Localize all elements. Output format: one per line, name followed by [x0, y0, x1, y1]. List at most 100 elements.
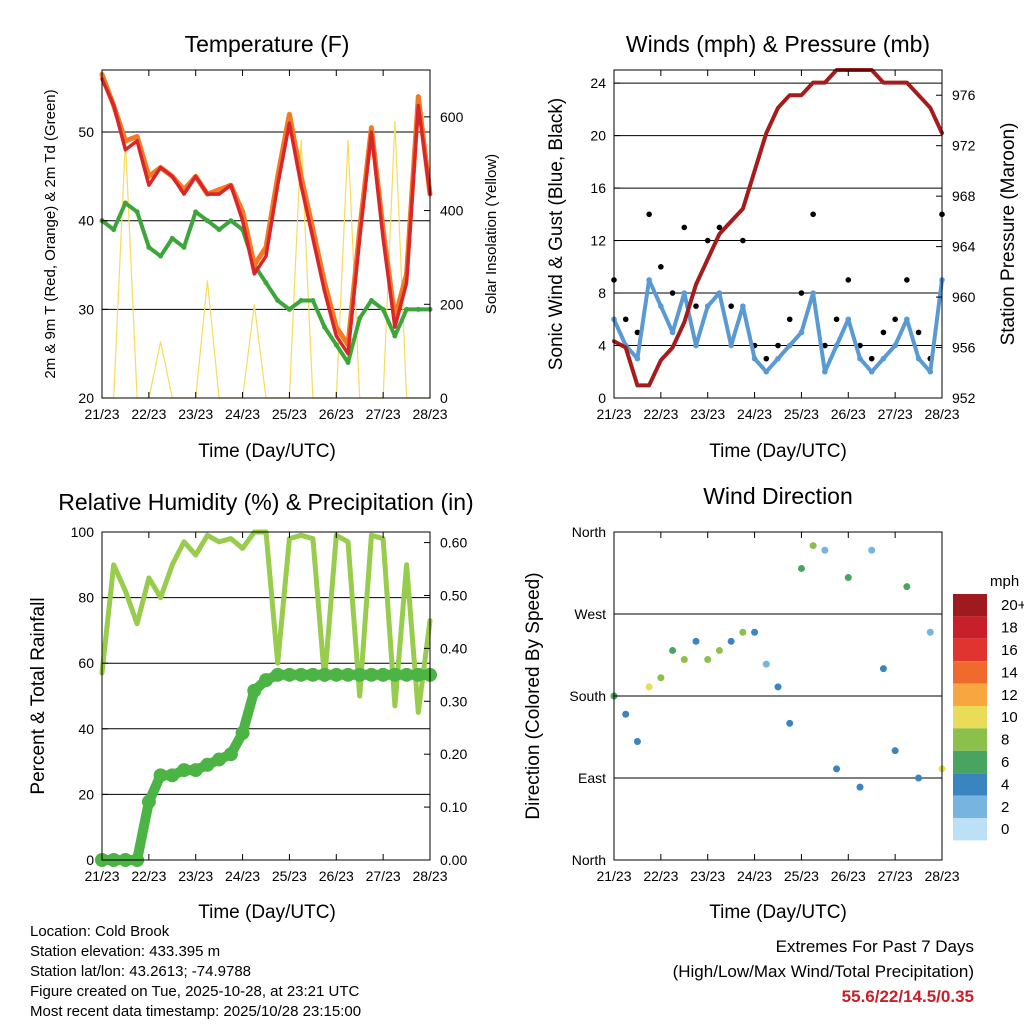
- direction-point: [821, 546, 829, 554]
- precipitation-point: [387, 667, 402, 682]
- direction-point: [833, 765, 841, 773]
- x-tick-label: 24/23: [225, 406, 260, 422]
- direction-point: [622, 710, 630, 718]
- direction-x-ticks: 21/23 22/23 23/23 24/23 25/23 26/23 27/23 28/23: [596, 532, 960, 884]
- legend-swatch: [953, 683, 987, 706]
- info-latlon: Station lat/lon: 43.2613; -74.9788: [30, 963, 252, 980]
- station-pressure-line: [612, 68, 944, 388]
- direction-point: [915, 774, 923, 782]
- sonic-wind-point: [646, 277, 652, 283]
- winds-right-ticks: 952 956 960 964 968 972 976: [936, 87, 976, 406]
- dewpoint-point: [286, 306, 292, 312]
- dewpoint-point: [357, 315, 363, 321]
- sonic-wind-point: [880, 355, 887, 362]
- y-tick-label: 100: [71, 524, 95, 540]
- y-tick-label: West: [574, 606, 606, 622]
- x-tick-label: 23/23: [178, 406, 213, 422]
- x-tick-label: 21/23: [84, 868, 119, 884]
- direction-point: [786, 719, 794, 727]
- y2-tick-label: 976: [952, 87, 976, 103]
- gust-point: [833, 316, 840, 323]
- y2-tick-label: 952: [952, 390, 976, 406]
- x-tick-label: 27/23: [878, 406, 913, 422]
- temperature-x-ticks: 21/23 22/23 23/23 24/23 25/23 26/23 27/23 28/23: [84, 70, 448, 422]
- legend-label: 12: [1001, 687, 1018, 704]
- sonic-wind-point: [716, 290, 723, 296]
- y2-tick-label: 400: [440, 203, 464, 219]
- precipitation-point: [399, 667, 414, 682]
- sonic-wind-point: [740, 303, 746, 309]
- humidity-right-ticks: 0.00 0.10 0.20 0.30 0.40 0.50 0.60: [424, 535, 467, 868]
- legend-swatch: [953, 818, 987, 841]
- x-tick-label: 22/23: [643, 868, 678, 884]
- y-tick-label: 8: [598, 285, 606, 301]
- gust-point: [915, 329, 922, 336]
- dewpoint-point: [322, 324, 328, 330]
- humidity-plot-frame: [101, 531, 431, 861]
- sonic-wind-point: [915, 355, 922, 362]
- gust-point: [658, 264, 664, 270]
- direction-left-ticks: North East South West North: [569, 524, 620, 868]
- x-tick-label: 22/23: [131, 406, 166, 422]
- precipitation-point: [352, 667, 367, 682]
- x-tick-label: 22/23: [643, 406, 678, 422]
- direction-point: [680, 656, 688, 664]
- direction-point: [727, 637, 735, 645]
- gust-point: [810, 211, 816, 218]
- precipitation-point: [305, 667, 320, 682]
- precipitation-point: [259, 673, 273, 688]
- direction-xlabel: Time (Day/UTC): [709, 902, 847, 923]
- legend-label: 18: [1001, 620, 1018, 637]
- sonic-wind-point: [892, 342, 898, 349]
- gust-point: [892, 316, 898, 323]
- temperature-xlabel: Time (Day/UTC): [198, 441, 336, 462]
- speed-legend: mph 20+ 18 16 14 12 10 8 6 4 2 0: [953, 573, 1024, 841]
- direction-point: [879, 665, 887, 673]
- y2-tick-label: 0: [440, 390, 448, 406]
- direction-point: [926, 628, 934, 636]
- gust-point: [880, 329, 887, 336]
- dewpoint-point: [158, 253, 164, 259]
- y2-tick-label: 0.20: [440, 746, 467, 762]
- humidity-ylabel-left: Percent & Total Rainfall: [28, 597, 49, 794]
- precipitation-point: [341, 667, 355, 682]
- gust-point: [822, 342, 828, 349]
- extremes-summary: Extremes For Past 7 Days (High/Low/Max W…: [673, 934, 974, 1009]
- x-tick-label: 25/23: [784, 406, 819, 422]
- legend-title: mph: [990, 573, 1019, 590]
- humidity-series: [95, 529, 437, 867]
- precipitation-point: [329, 667, 344, 682]
- dewpoint-point: [134, 209, 140, 215]
- x-tick-label: 22/23: [131, 868, 166, 884]
- x-tick-label: 28/23: [412, 868, 447, 884]
- precipitation-point: [153, 768, 168, 783]
- legend-label: 6: [1001, 754, 1009, 771]
- humidity-xlabel: Time (Day/UTC): [198, 902, 336, 923]
- dewpoint-point: [204, 218, 210, 224]
- y2-tick-label: 960: [952, 289, 976, 305]
- dewpoint-point: [392, 333, 398, 339]
- legend-label: 16: [1001, 642, 1018, 659]
- gust-point: [775, 342, 781, 349]
- x-tick-label: 23/23: [690, 868, 725, 884]
- x-tick-label: 25/23: [784, 868, 819, 884]
- precipitation-point: [177, 763, 191, 778]
- y-tick-label: East: [578, 770, 606, 786]
- y2-tick-label: 0.60: [440, 535, 467, 551]
- y2-tick-label: 968: [952, 188, 976, 204]
- precipitation-point: [188, 763, 203, 778]
- dewpoint-point: [193, 209, 199, 215]
- extremes-title: Extremes For Past 7 Days: [775, 937, 974, 956]
- dewpoint-point: [298, 297, 304, 303]
- temperature-panel: Temperature (F) 20 30 40 50 0 200 400 600 21/2…: [42, 31, 500, 462]
- direction-point: [903, 583, 911, 591]
- direction-gridlines: [614, 531, 942, 861]
- sonic-wind-point: [904, 316, 910, 323]
- sonic-wind-point: [634, 355, 641, 362]
- winds-left-ticks: 0 4 8 12 16 20 24: [590, 75, 620, 406]
- x-tick-label: 21/23: [84, 406, 119, 422]
- extremes-values: 55.6/22/14.5/0.35: [841, 987, 974, 1006]
- info-location: Location: Cold Brook: [30, 923, 170, 940]
- sonic-wind-point: [751, 355, 758, 362]
